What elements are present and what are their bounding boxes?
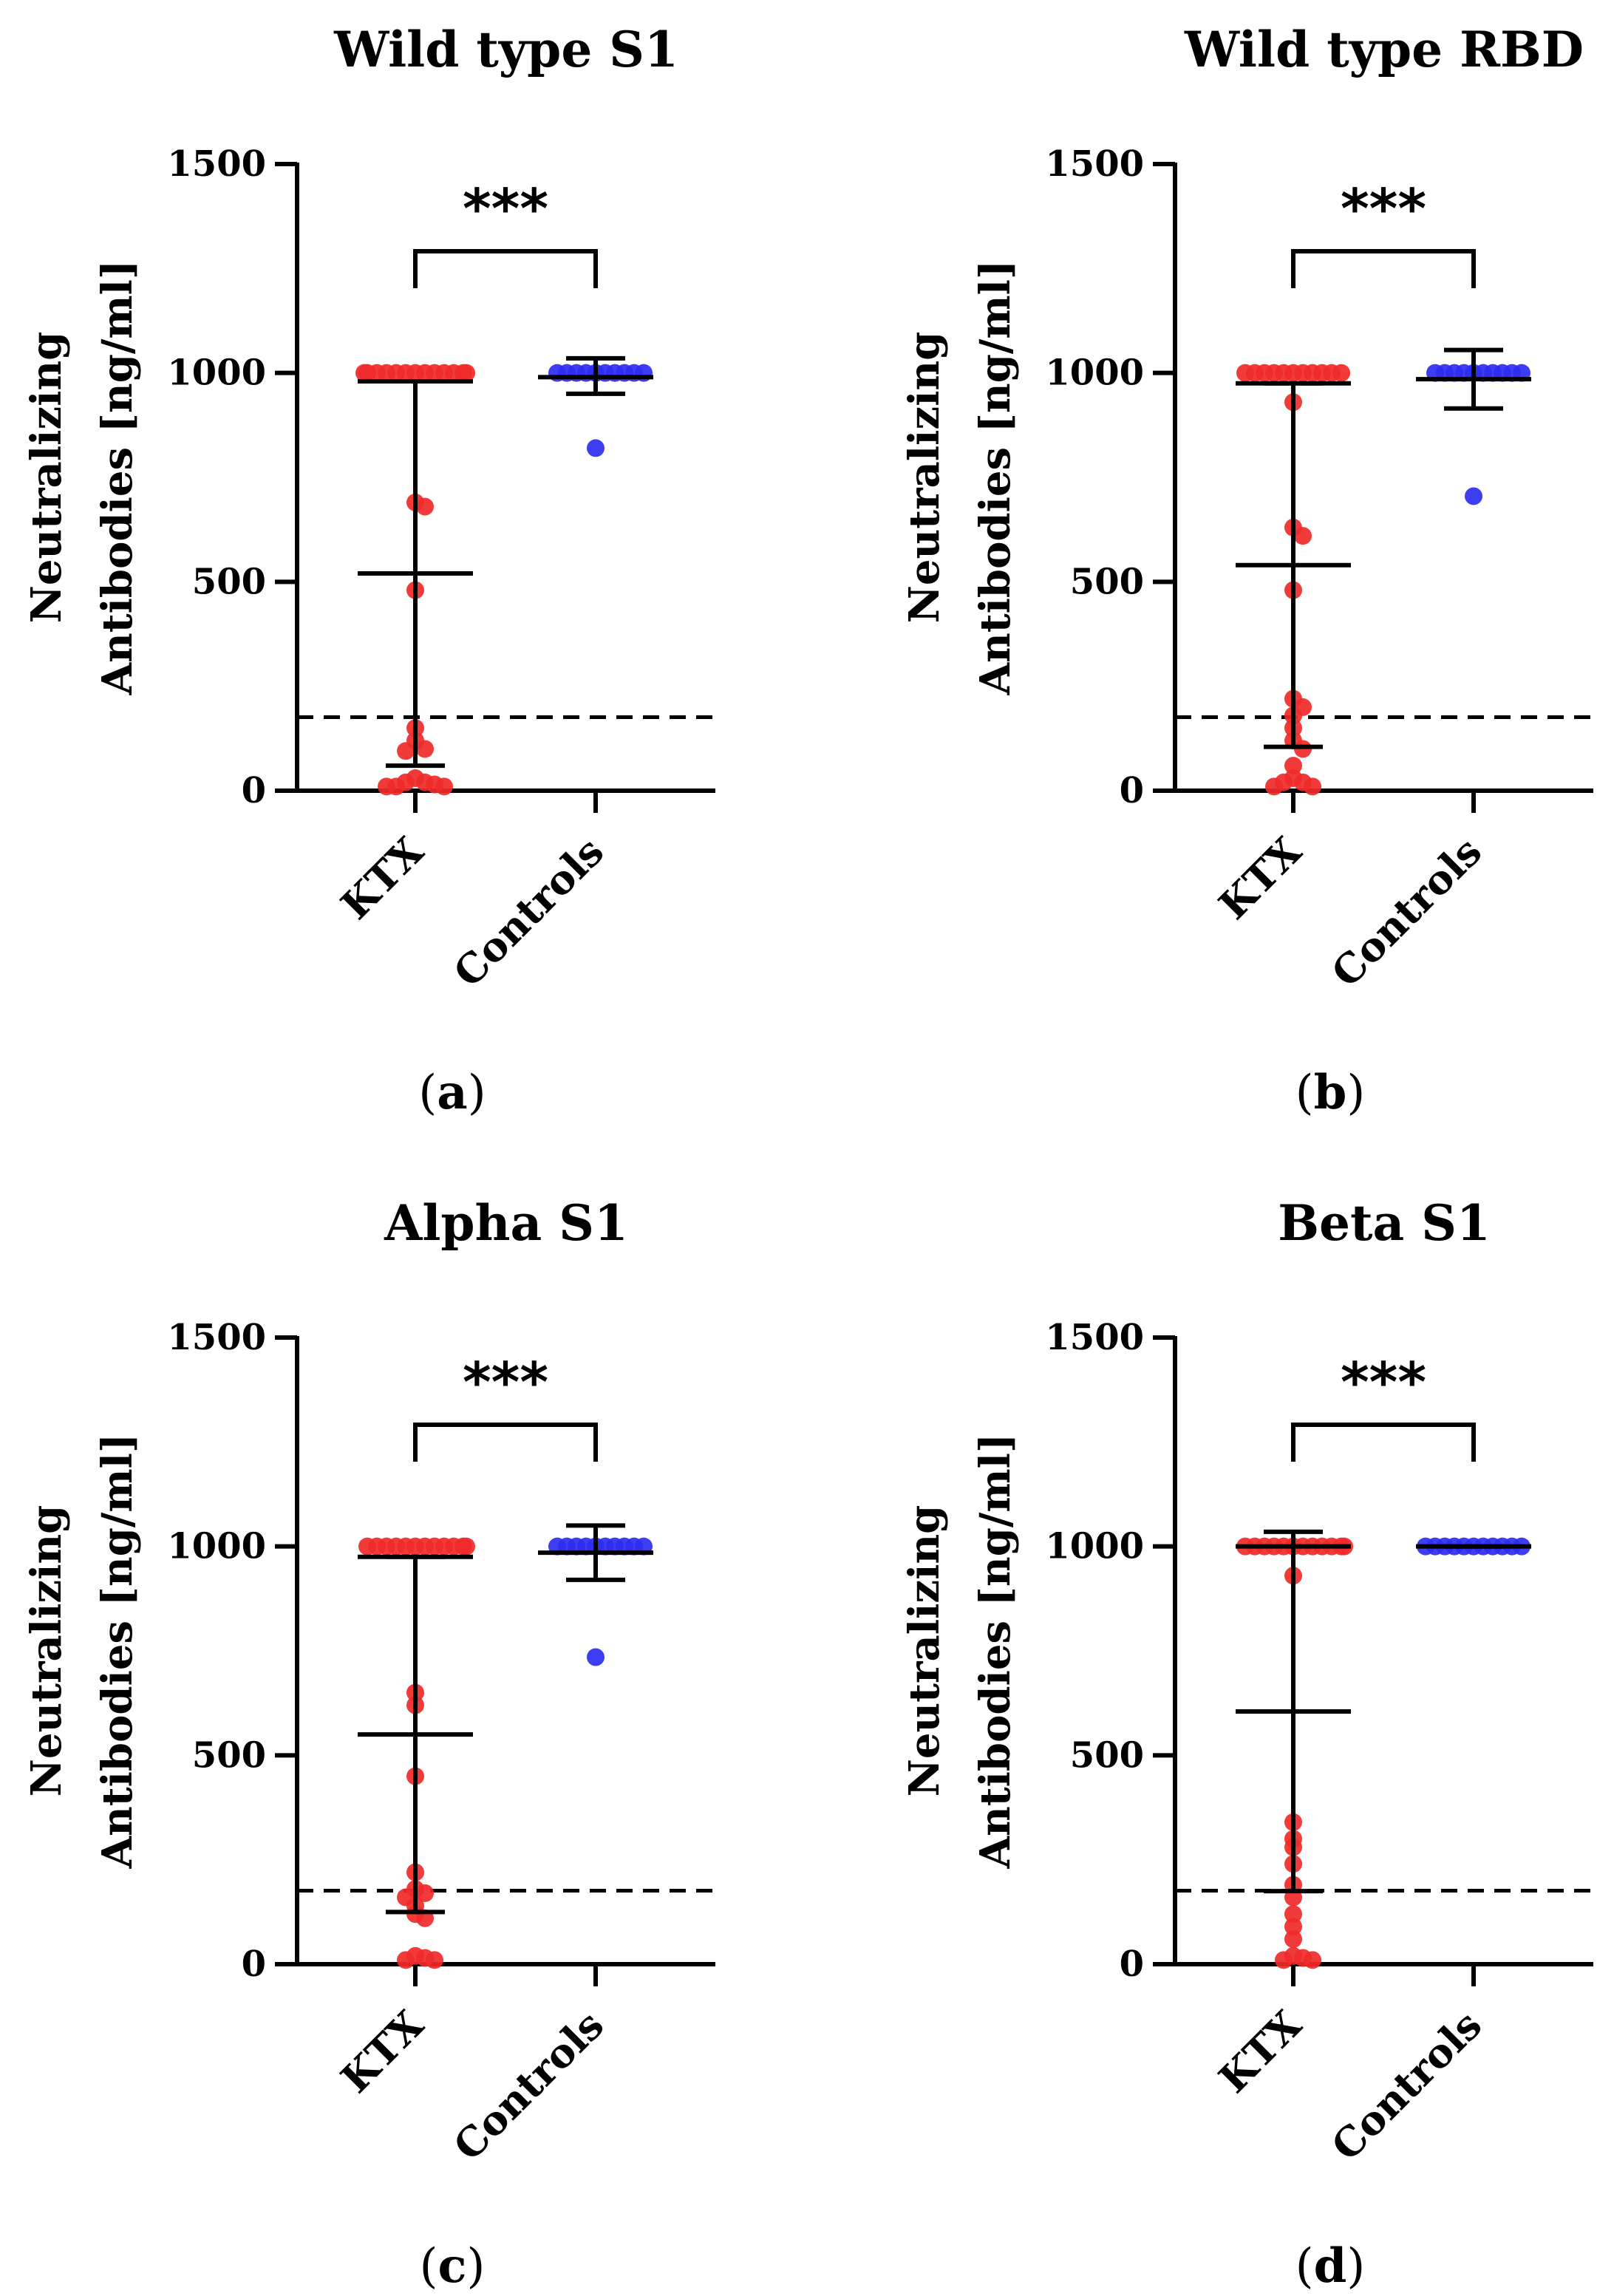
y-axis-label-line1: Neutralizing (900, 332, 949, 624)
chart-title: Alpha S1 (384, 1194, 628, 1252)
chart-title: Wild type S1 (333, 21, 678, 78)
panel-label-close: ) (468, 1066, 486, 1120)
panel-label: (a) (418, 1065, 486, 1120)
panel-label-open: ( (420, 2239, 438, 2294)
data-point-ktx (1304, 1951, 1321, 1969)
chart-title: Wild type RBD (1184, 21, 1584, 78)
data-point-ktx (1265, 777, 1283, 796)
data-point-ktx (397, 1951, 415, 1969)
data-point-ktx (435, 777, 453, 796)
chart-title: Beta S1 (1278, 1194, 1491, 1252)
data-point-ktx (416, 1884, 434, 1902)
y-tick-label: 0 (1120, 1944, 1144, 1985)
data-point-ktx (457, 1537, 475, 1556)
y-axis-label-line2: Antibodies [ng/ml] (971, 260, 1020, 696)
y-tick-label: 500 (1070, 1734, 1144, 1776)
panel-label: (b) (1295, 1065, 1366, 1120)
data-point-ktx (1304, 777, 1321, 796)
panel-label-letter: a (437, 1065, 467, 1120)
chart-panel-c: Alpha S1 Neutralizing Antibodies [ng/ml] 0 5… (22, 1194, 715, 2294)
data-point-ktx (378, 777, 395, 796)
panel-label-letter: b (1314, 1065, 1347, 1120)
y-tick-label: 1500 (1045, 1317, 1144, 1358)
data-point-ktx (1284, 1905, 1302, 1924)
data-point-ktx (1284, 1930, 1302, 1949)
x-tick-label: KTX (1210, 828, 1311, 929)
data-point-controls (587, 439, 605, 457)
data-point-controls (587, 1648, 605, 1666)
data-point-ktx (358, 1537, 376, 1556)
y-tick-label: 1500 (167, 143, 266, 185)
data-point-ktx (1332, 364, 1350, 382)
data-point-ktx (1284, 1918, 1302, 1936)
data-point-ktx (416, 740, 434, 758)
y-tick-label: 0 (242, 1944, 266, 1985)
data-point-ktx (1294, 527, 1312, 545)
y-axis-label-line1: Neutralizing (22, 1505, 71, 1797)
panel-label-letter: c (438, 2238, 467, 2294)
significance-stars: *** (1341, 177, 1426, 241)
data-point-ktx (457, 364, 475, 382)
panel-label-close: ) (1346, 2239, 1365, 2294)
x-tick-label: KTX (1210, 2001, 1311, 2102)
data-point-ktx (1284, 757, 1302, 775)
chart-panel-d: Beta S1 Neutralizing Antibodies [ng/ml] 0 50… (900, 1194, 1593, 2294)
y-axis-label-line1: Neutralizing (900, 1505, 949, 1797)
significance-bracket (1291, 249, 1476, 288)
data-point-ktx (355, 364, 373, 382)
x-tick-label: Controls (444, 2001, 613, 2170)
panel-label-open: ( (418, 1066, 437, 1120)
significance-bracket (1291, 1423, 1476, 1462)
y-axis-label-line2: Antibodies [ng/ml] (93, 1434, 142, 1870)
significance-bracket (413, 249, 598, 288)
y-tick-label: 1500 (1045, 143, 1144, 185)
y-tick-label: 1500 (167, 1317, 266, 1358)
y-tick-label: 1000 (1045, 352, 1144, 394)
y-tick-label: 1000 (167, 1526, 266, 1567)
y-tick-label: 1000 (1045, 1526, 1144, 1567)
significance-stars: *** (1341, 1351, 1426, 1414)
y-axis-label-line2: Antibodies [ng/ml] (93, 260, 142, 696)
data-point-ktx (426, 1951, 443, 1969)
significance-stars: *** (463, 177, 548, 241)
y-tick-label: 500 (192, 561, 266, 602)
panel-label-open: ( (1295, 1066, 1314, 1120)
x-tick-label: Controls (1322, 2001, 1491, 2170)
panel-label: (d) (1295, 2238, 1366, 2294)
panel-label-close: ) (466, 2239, 485, 2294)
x-tick-label: KTX (332, 2001, 433, 2102)
panel-label: (c) (420, 2238, 486, 2294)
significance-stars: *** (463, 1351, 548, 1414)
data-point-controls (1465, 487, 1482, 505)
panel-label-open: ( (1295, 2239, 1314, 2294)
x-tick-label: Controls (1322, 828, 1491, 996)
y-tick-label: 500 (1070, 561, 1144, 602)
data-point-ktx (416, 497, 434, 516)
chart-panel-b: Wild type RBD Neutralizing Antibodies [ng/… (900, 21, 1593, 1120)
y-tick-label: 500 (192, 1734, 266, 1776)
panel-label-close: ) (1346, 1066, 1365, 1120)
data-point-ktx (1275, 1951, 1293, 1969)
data-point-ktx (1236, 364, 1254, 382)
y-axis-label-line2: Antibodies [ng/ml] (971, 1434, 1020, 1870)
y-tick-label: 1000 (167, 352, 266, 394)
chart-panel-a: Wild type S1 Neutralizing Antibodies [ng/m… (22, 21, 715, 1120)
x-tick-label: KTX (332, 828, 433, 929)
x-tick-label: Controls (444, 828, 613, 996)
panel-label-letter: d (1314, 2238, 1347, 2294)
y-axis-label-line1: Neutralizing (22, 332, 71, 624)
significance-bracket (413, 1423, 598, 1462)
y-tick-label: 0 (1120, 770, 1144, 811)
data-point-ktx (397, 742, 415, 760)
y-tick-label: 0 (242, 770, 266, 811)
